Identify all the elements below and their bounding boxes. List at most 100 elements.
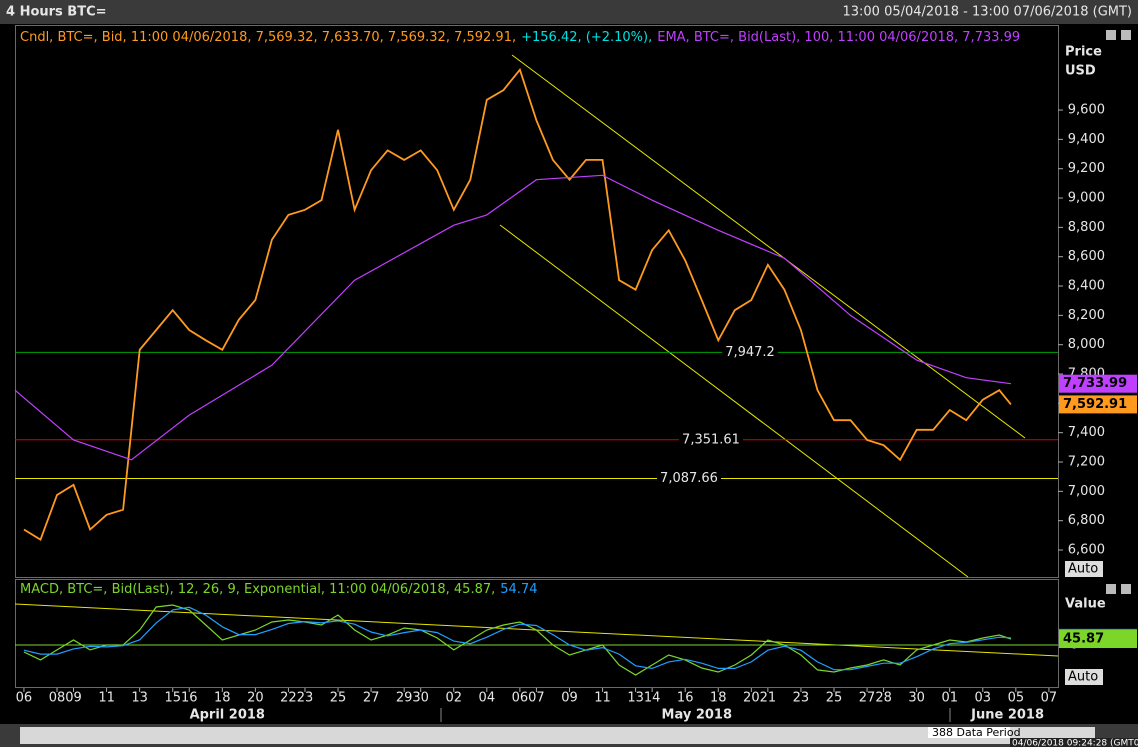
legend-entry: 54.74 bbox=[500, 582, 537, 597]
month-label: June 2018 bbox=[970, 708, 1044, 723]
y-tick-label: 9,400 bbox=[1068, 132, 1105, 147]
auto-label: Auto bbox=[1068, 562, 1098, 577]
header-bar bbox=[0, 0, 1138, 24]
x-tick-label: 13 bbox=[627, 691, 644, 706]
x-tick-label: 21 bbox=[760, 691, 777, 706]
legend-entry: MACD, BTC=, Bid(Last), 12, 26, 9, Expone… bbox=[20, 582, 495, 597]
y-tick-label: 8,800 bbox=[1068, 220, 1105, 235]
x-tick-label: 08 bbox=[49, 691, 66, 706]
macd-line bbox=[23, 606, 1011, 671]
price-line bbox=[23, 67, 1012, 542]
line-label: 7,087.66 bbox=[660, 471, 718, 486]
x-tick-label: 30 bbox=[908, 691, 925, 706]
x-tick-label: 16 bbox=[181, 691, 198, 706]
y-tick-label: 6,800 bbox=[1068, 513, 1105, 528]
panel-button[interactable] bbox=[1106, 584, 1116, 594]
y-tick-label: 7,200 bbox=[1068, 455, 1105, 470]
scroll-thumb[interactable] bbox=[20, 727, 1095, 744]
y-tick-label: 9,600 bbox=[1068, 103, 1105, 118]
line-label: 7,351.61 bbox=[682, 432, 740, 447]
legend-entry: EMA, BTC=, Bid(Last), 100, 11:00 04/06/2… bbox=[657, 30, 1020, 45]
x-tick-label: 25 bbox=[330, 691, 347, 706]
y-axis-label: Price bbox=[1065, 45, 1102, 60]
value-tag bbox=[1059, 630, 1137, 649]
month-label: May 2018 bbox=[662, 708, 733, 723]
macd-line bbox=[23, 604, 1012, 676]
y-axis-label: USD bbox=[1065, 64, 1096, 79]
trend-line bbox=[511, 54, 1026, 439]
value-tag bbox=[1059, 374, 1137, 393]
x-tick-label: 15 bbox=[164, 691, 181, 706]
y-tick-label: 9,200 bbox=[1068, 161, 1105, 176]
panel-button[interactable] bbox=[1106, 30, 1116, 40]
date-range: 13:00 05/04/2018 - 13:00 07/06/2018 (GMT… bbox=[842, 5, 1132, 20]
y-tick-label: 6,600 bbox=[1068, 543, 1105, 558]
legend-entry: Cndl, BTC=, Bid, 11:00 04/06/2018, 7,569… bbox=[20, 30, 516, 45]
value-tag bbox=[1059, 395, 1137, 414]
value-tag-label: 7,733.99 bbox=[1063, 376, 1127, 391]
y-tick-label: 7,400 bbox=[1068, 425, 1105, 440]
x-tick-label: 28 bbox=[875, 691, 892, 706]
x-tick-label: 07 bbox=[1041, 691, 1058, 706]
x-tick-label: 25 bbox=[826, 691, 843, 706]
x-tick-label: 20 bbox=[743, 691, 760, 706]
price-line bbox=[14, 174, 1011, 461]
status-time: 04/06/2018 09:24:28 (GMT0) bbox=[1012, 739, 1138, 747]
x-tick-label: 27 bbox=[363, 691, 380, 706]
x-tick-label: 29 bbox=[396, 691, 413, 706]
time-box bbox=[1010, 738, 1138, 747]
periods-box bbox=[928, 727, 1010, 738]
value-tag-label: 45.87 bbox=[1063, 632, 1104, 647]
line-label-bg bbox=[657, 470, 721, 486]
x-tick-label: 16 bbox=[677, 691, 694, 706]
x-tick-label: 03 bbox=[975, 691, 992, 706]
macd-panel bbox=[15, 579, 1059, 688]
trend-line bbox=[499, 224, 969, 578]
data-period: 388 Data Period bbox=[932, 726, 1021, 739]
panel-button[interactable] bbox=[1121, 584, 1131, 594]
line-label-bg bbox=[722, 344, 778, 360]
month-label: April 2018 bbox=[190, 708, 265, 723]
x-tick-label: 13 bbox=[131, 691, 148, 706]
y-tick-label: 7,000 bbox=[1068, 484, 1105, 499]
y-tick-label: 8,400 bbox=[1068, 279, 1105, 294]
x-tick-label: 30 bbox=[412, 691, 429, 706]
x-tick-label: 11 bbox=[594, 691, 611, 706]
x-tick-label: 06 bbox=[512, 691, 529, 706]
line-label-bg bbox=[679, 432, 743, 448]
x-tick-label: 18 bbox=[214, 691, 231, 706]
y-tick-label: 9,000 bbox=[1068, 191, 1105, 206]
x-tick-label: 23 bbox=[297, 691, 314, 706]
x-tick-label: 23 bbox=[793, 691, 810, 706]
auto-label: Auto bbox=[1068, 670, 1098, 685]
legend: Cndl, BTC=, Bid, 11:00 04/06/2018, 7,569… bbox=[20, 30, 1020, 45]
x-tick-label: 18 bbox=[710, 691, 727, 706]
x-tick-label: 06 bbox=[16, 691, 33, 706]
y-tick-label: 8,600 bbox=[1068, 249, 1105, 264]
chart-title: 4 Hours BTC= bbox=[6, 5, 107, 20]
x-tick-label: 09 bbox=[65, 691, 82, 706]
value-tag-label: 7,592.91 bbox=[1063, 397, 1127, 412]
x-tick-label: 07 bbox=[528, 691, 545, 706]
y-axis-label: Value bbox=[1065, 597, 1106, 612]
legend-entry: +156.42, (+2.10%), bbox=[521, 30, 652, 45]
panel-button[interactable] bbox=[1121, 30, 1131, 40]
x-tick-label: 04 bbox=[479, 691, 496, 706]
x-tick-label: 01 bbox=[941, 691, 958, 706]
x-tick-label: 09 bbox=[561, 691, 578, 706]
x-tick-label: 11 bbox=[98, 691, 115, 706]
x-tick-label: 22 bbox=[280, 691, 297, 706]
x-tick-label: 20 bbox=[247, 691, 264, 706]
price-panel bbox=[15, 25, 1059, 578]
x-tick-label: 05 bbox=[1008, 691, 1025, 706]
auto-button[interactable] bbox=[1065, 561, 1103, 577]
line-label: 7,947.2 bbox=[725, 345, 775, 360]
auto-button[interactable] bbox=[1065, 669, 1103, 685]
x-tick-label: 14 bbox=[644, 691, 661, 706]
x-tick-label: 02 bbox=[445, 691, 462, 706]
legend: MACD, BTC=, Bid(Last), 12, 26, 9, Expone… bbox=[20, 582, 537, 597]
y-tick-label: 8,200 bbox=[1068, 308, 1105, 323]
x-tick-label: 27 bbox=[859, 691, 876, 706]
y-tick-label: 8,000 bbox=[1068, 337, 1105, 352]
